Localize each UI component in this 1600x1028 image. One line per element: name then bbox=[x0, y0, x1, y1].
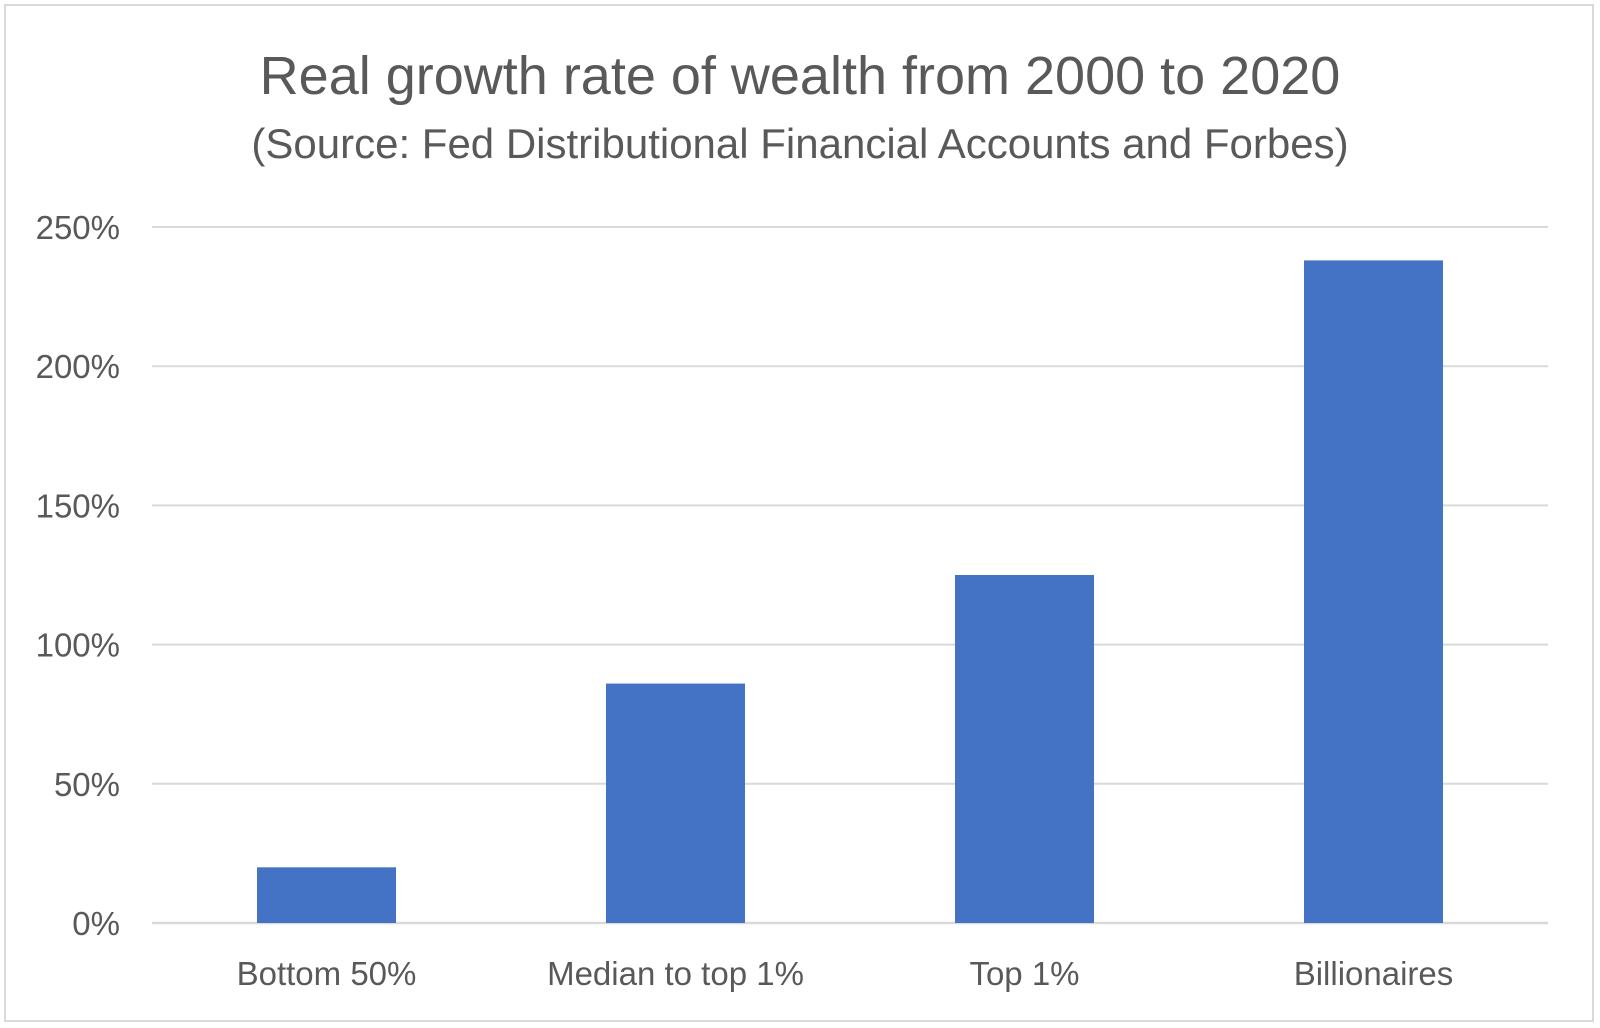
chart-title: Real growth rate of wealth from 2000 to … bbox=[259, 46, 1341, 106]
bar-layer bbox=[257, 260, 1443, 924]
chart-subtitle: (Source: Fed Distributional Financial Ac… bbox=[251, 120, 1349, 167]
bar bbox=[955, 575, 1094, 923]
y-tick-label: 0% bbox=[72, 905, 120, 942]
x-tick-label: Billionaires bbox=[1294, 955, 1454, 992]
y-axis-ticks: 0% 50% 100% 150% 200% 250% bbox=[36, 209, 120, 942]
y-tick-label: 150% bbox=[36, 487, 120, 524]
y-tick-label: 100% bbox=[36, 627, 120, 664]
x-tick-label: Top 1% bbox=[969, 955, 1079, 992]
bar bbox=[257, 867, 396, 923]
x-tick-label: Bottom 50% bbox=[237, 955, 417, 992]
y-tick-label: 200% bbox=[36, 348, 120, 385]
y-tick-label: 50% bbox=[54, 766, 120, 803]
x-tick-label: Median to top 1% bbox=[547, 955, 804, 992]
bar bbox=[1304, 260, 1443, 924]
bar bbox=[606, 683, 745, 923]
y-tick-label: 250% bbox=[36, 209, 120, 246]
x-axis-ticks: Bottom 50% Median to top 1% Top 1% Billiona… bbox=[237, 955, 1454, 992]
